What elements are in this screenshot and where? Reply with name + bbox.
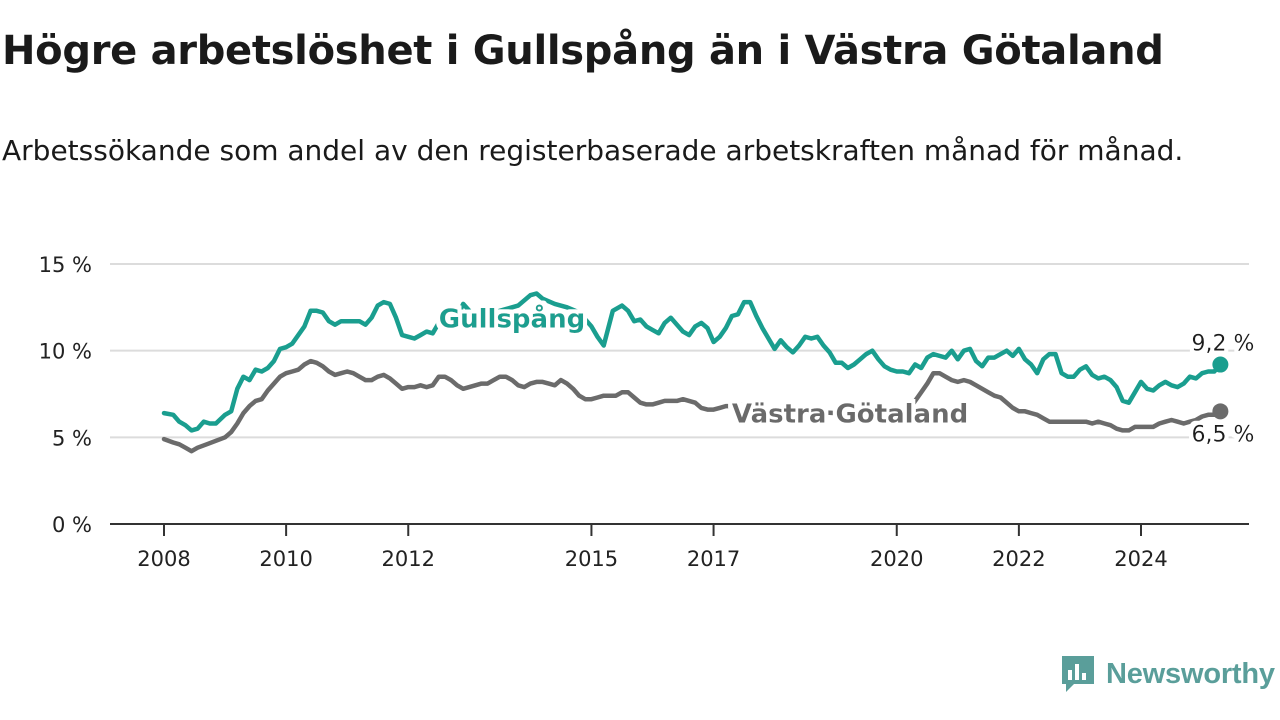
end-label-gullspang: 9,2 % [1191, 332, 1254, 357]
x-tick-label: 2010 [259, 547, 312, 571]
series-end-point [1212, 403, 1229, 420]
series-label-gullspang: Gullspång [439, 302, 585, 334]
x-tick-label: 2008 [137, 547, 190, 571]
series-line [161, 291, 1223, 433]
x-tick-label: 2022 [992, 547, 1045, 571]
y-tick-label: 10 % [39, 340, 92, 364]
logo-text: Newsworthy [1106, 657, 1275, 690]
y-tick-label: 5 % [52, 426, 92, 450]
newsworthy-bar-chart-icon [1062, 656, 1094, 692]
x-axis: 2008 2010 2012 2015 2017 2020 2022 2024 [110, 523, 1249, 571]
x-tick-label: 2017 [687, 547, 740, 571]
x-tick-label: 2020 [870, 547, 923, 571]
chart-title: Högre arbetslöshet i Gullspång än i Väst… [2, 28, 1164, 74]
chart-subtitle: Arbetssökande som andel av den registerb… [2, 134, 1184, 167]
series-line [161, 358, 1223, 454]
newsworthy-logo: Newsworthy [1060, 654, 1275, 694]
x-tick-label: 2015 [565, 547, 618, 571]
series-lines [161, 291, 1229, 454]
end-label-vastra-gotaland: 6,5 % [1191, 422, 1254, 447]
x-tick-label: 2012 [382, 547, 435, 571]
series-labels: Gullspång Västra Götaland 9,2 % 6,5 % [439, 302, 1255, 447]
gridlines: 0 % 5 % 10 % 15 % [39, 253, 1249, 537]
y-tick-label: 0 % [52, 513, 92, 537]
y-tick-label: 15 % [39, 253, 92, 277]
series-label-vastra-gotaland: Västra Götaland [732, 400, 968, 430]
series-end-point [1212, 356, 1229, 373]
x-tick-label: 2024 [1114, 547, 1167, 571]
